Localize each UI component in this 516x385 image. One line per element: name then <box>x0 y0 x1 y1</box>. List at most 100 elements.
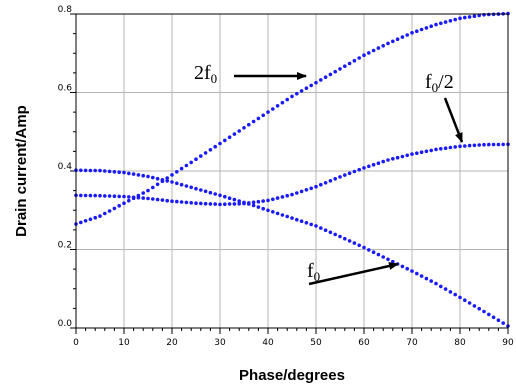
data-point <box>314 184 318 189</box>
data-point <box>410 31 414 35</box>
data-point <box>323 181 328 185</box>
data-point <box>347 61 352 66</box>
data-point <box>352 241 357 245</box>
data-point <box>405 33 410 37</box>
y-tick-label: 0.4 <box>58 162 73 172</box>
data-point <box>357 243 362 248</box>
data-point <box>242 201 246 206</box>
data-point <box>448 19 453 23</box>
data-point <box>400 35 405 39</box>
data-point <box>256 199 261 204</box>
data-point <box>184 163 189 168</box>
data-point <box>400 154 405 159</box>
data-point <box>343 64 347 68</box>
data-point <box>410 269 414 273</box>
data-point <box>189 185 193 190</box>
data-point <box>141 173 145 178</box>
data-point <box>141 191 145 195</box>
data-point <box>386 158 390 162</box>
data-point <box>467 15 472 19</box>
data-point <box>381 255 386 259</box>
data-point <box>309 83 314 88</box>
x-tick-label: 50 <box>310 338 322 348</box>
x-ticks: 0 10 20 30 40 50 60 70 80 90 <box>73 328 514 348</box>
data-point <box>299 219 304 223</box>
data-point <box>194 186 198 191</box>
data-point <box>463 144 467 148</box>
data-point <box>218 141 222 146</box>
data-point <box>333 232 338 237</box>
data-point <box>343 236 347 241</box>
data-point <box>175 199 179 204</box>
data-point <box>203 189 208 194</box>
data-point <box>477 143 482 147</box>
data-point <box>419 27 424 32</box>
data-point <box>170 199 174 203</box>
data-point <box>117 204 121 208</box>
data-point <box>136 195 141 200</box>
data-point <box>266 110 270 114</box>
data-point <box>482 142 486 147</box>
series-2 <box>74 142 510 207</box>
data-point <box>79 193 83 198</box>
data-point <box>256 116 261 121</box>
data-point <box>107 169 112 174</box>
data-point <box>400 264 405 269</box>
data-point <box>463 15 467 20</box>
data-point <box>184 184 189 188</box>
data-point <box>391 259 395 264</box>
y-axis-title: Drain current/Amp <box>13 105 30 237</box>
data-point <box>256 205 261 209</box>
data-point <box>247 201 251 205</box>
data-point <box>295 191 299 195</box>
data-point <box>443 146 448 150</box>
y-tick-label: 0.6 <box>58 84 73 94</box>
data-point <box>415 29 419 33</box>
data-point <box>333 177 338 181</box>
data-point <box>275 104 280 108</box>
data-point <box>338 175 342 179</box>
data-point <box>232 132 237 136</box>
data-point <box>179 166 184 171</box>
data-point <box>117 170 121 174</box>
data-point <box>261 206 266 211</box>
data-point <box>83 193 88 198</box>
data-point <box>271 210 275 214</box>
data-point <box>458 144 462 149</box>
data-point <box>261 113 266 118</box>
data-point <box>429 279 434 283</box>
data-point <box>376 252 381 257</box>
data-point <box>491 142 496 147</box>
annotation-f0-half-arrow <box>443 97 464 143</box>
data-point <box>98 168 102 173</box>
data-point <box>83 219 88 223</box>
data-point <box>194 157 198 161</box>
data-point <box>472 14 477 18</box>
data-point <box>103 194 107 198</box>
data-point <box>199 154 203 158</box>
data-point <box>160 179 165 183</box>
data-point <box>213 144 217 149</box>
data-point <box>107 194 112 198</box>
data-point <box>304 86 309 90</box>
data-point <box>285 97 290 102</box>
data-point <box>386 257 390 262</box>
data-point <box>242 126 246 130</box>
data-point <box>309 222 314 227</box>
data-point <box>112 194 117 198</box>
data-point <box>112 170 117 174</box>
data-point <box>477 306 482 311</box>
data-point <box>309 186 314 191</box>
data-point <box>155 197 160 202</box>
data-point <box>88 168 93 173</box>
data-point <box>271 197 275 202</box>
x-tick-label: 30 <box>214 338 226 348</box>
data-point <box>208 148 213 152</box>
data-point <box>453 292 458 297</box>
data-point <box>496 142 501 147</box>
data-point <box>487 312 491 317</box>
data-point <box>448 290 453 294</box>
annotation-f0-arrow <box>308 262 399 286</box>
data-point <box>237 201 241 206</box>
